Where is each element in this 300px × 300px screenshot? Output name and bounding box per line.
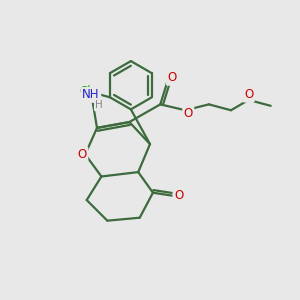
Text: O: O: [184, 107, 193, 120]
Text: O: O: [174, 189, 183, 202]
Text: O: O: [78, 148, 87, 161]
Text: H: H: [95, 100, 103, 110]
Text: NH: NH: [82, 88, 100, 101]
Text: O: O: [167, 71, 177, 84]
Text: O: O: [244, 88, 253, 101]
Text: Cl: Cl: [80, 85, 91, 98]
